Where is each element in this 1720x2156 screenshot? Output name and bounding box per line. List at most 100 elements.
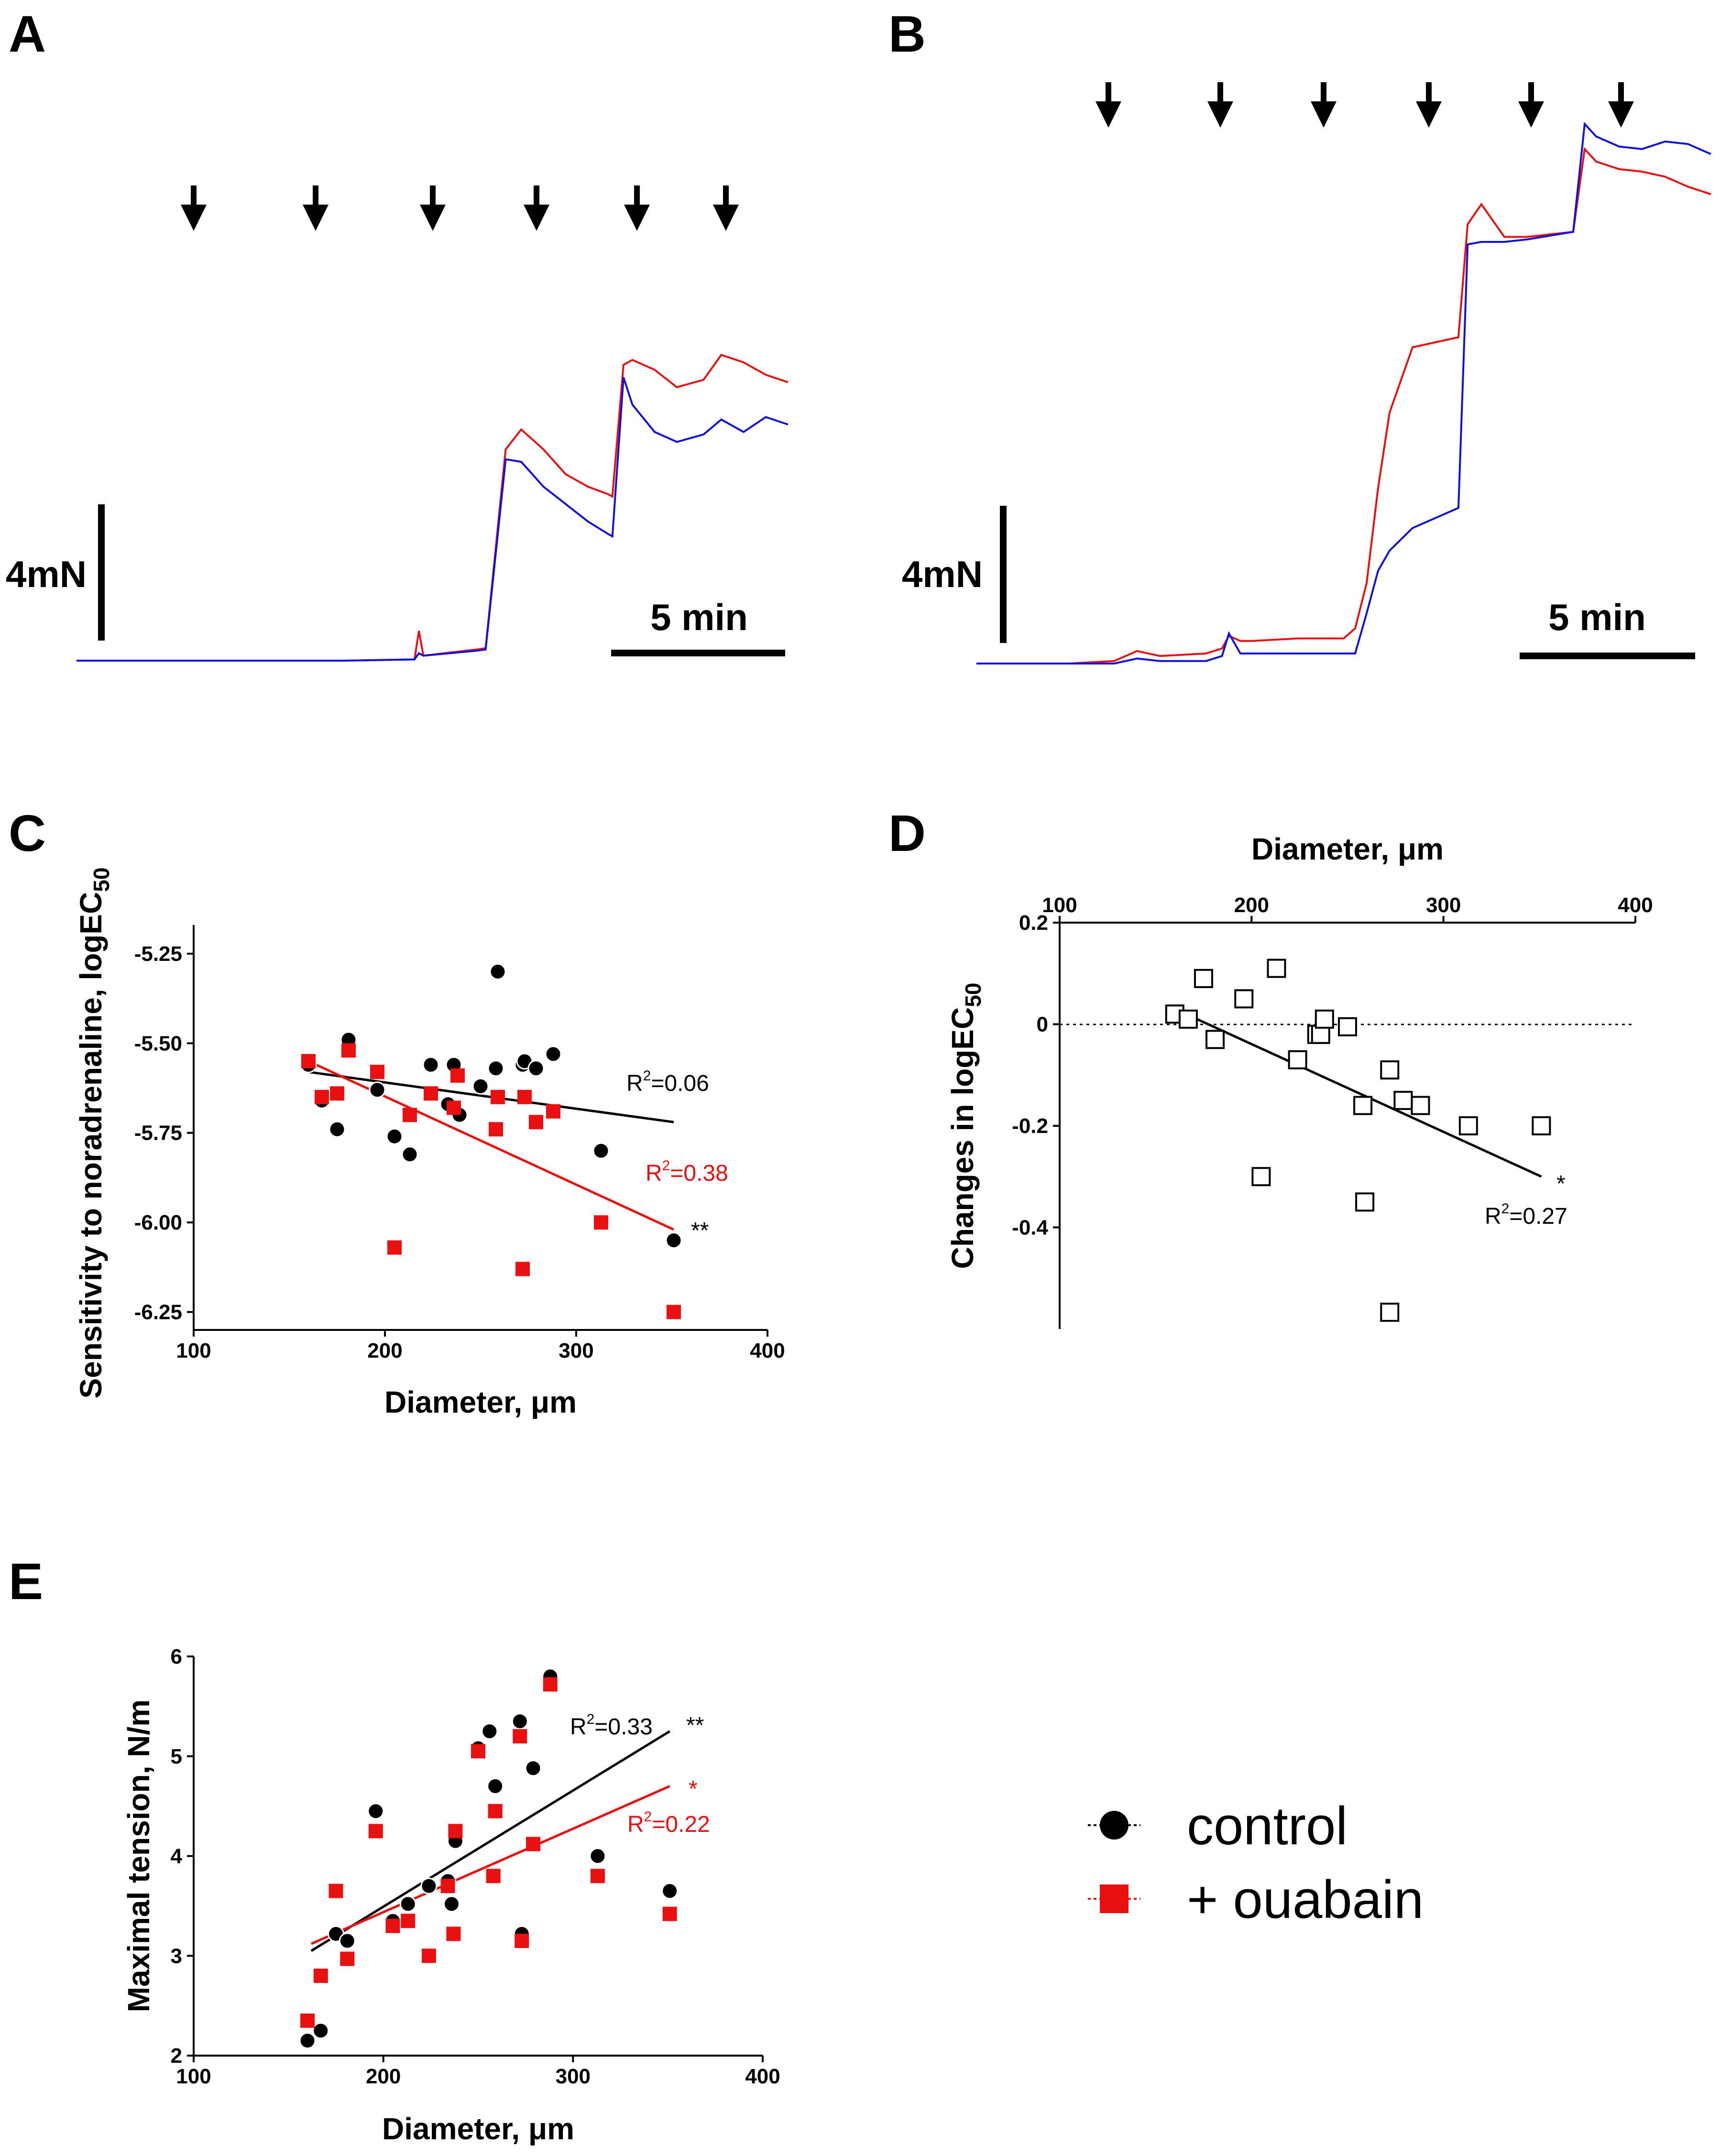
data-point-difference bbox=[1411, 1096, 1430, 1115]
data-point-difference bbox=[1353, 1096, 1373, 1115]
r2-e-control-sup: 2 bbox=[587, 1711, 595, 1727]
data-point-control bbox=[589, 1848, 606, 1864]
ticks-d: 100 200 300 400 0.2 0 -0.2 -0.4 bbox=[1012, 893, 1653, 1240]
r2-e-ouabain-r: R bbox=[627, 1812, 644, 1837]
arrow-down-icon bbox=[181, 205, 207, 231]
points-c bbox=[300, 963, 682, 1319]
data-point-control bbox=[312, 2022, 329, 2039]
data-point-ouabain bbox=[340, 1951, 355, 1966]
r2-d-value: =0.27 bbox=[1509, 1204, 1567, 1229]
x-tick-label: 300 bbox=[556, 2065, 591, 2088]
r2-c-ouabain-value: =0.38 bbox=[670, 1161, 728, 1186]
data-point-control bbox=[369, 1081, 386, 1099]
x-axis-title-c: Diameter, μm bbox=[384, 1385, 577, 1419]
data-point-control bbox=[525, 1760, 542, 1777]
y-tick-label: -5.75 bbox=[134, 1122, 182, 1145]
data-point-ouabain bbox=[313, 1969, 328, 1983]
data-point-control bbox=[665, 1232, 682, 1249]
y-scale-label-b: 4mN bbox=[902, 553, 983, 595]
scatter-panel-d: 100 200 300 400 0.2 0 -0.2 -0.4 Diameter, μm Ch… bbox=[945, 832, 1653, 1329]
data-point-control bbox=[511, 1713, 528, 1730]
data-point-ouabain bbox=[300, 2013, 315, 2028]
x-tick-label: 400 bbox=[750, 1339, 785, 1362]
arrow-down-icon bbox=[1311, 101, 1337, 128]
y-tick-label: 6 bbox=[171, 1645, 182, 1668]
significance-e-ouabain: * bbox=[689, 1776, 698, 1802]
significance-e-control: ** bbox=[686, 1713, 704, 1738]
data-point-control bbox=[367, 1803, 384, 1820]
data-point-ouabain bbox=[667, 1305, 681, 1319]
r2-label-d: R2=0.27 bbox=[1485, 1201, 1567, 1229]
y-tick-label: 3 bbox=[171, 1944, 182, 1968]
data-point-ouabain bbox=[385, 1918, 400, 1933]
x-scale-label-b: 5 min bbox=[1548, 596, 1646, 638]
x-tick-label: 400 bbox=[745, 2065, 780, 2088]
data-point-difference bbox=[1288, 1050, 1307, 1069]
data-point-difference bbox=[1234, 989, 1254, 1009]
points-e bbox=[299, 1668, 679, 2049]
arrow-down-icon bbox=[1518, 101, 1544, 128]
data-point-ouabain bbox=[440, 1879, 455, 1894]
trace-panel-b: 4mN 5 min bbox=[902, 82, 1711, 664]
x-axis-title-e: Diameter, μm bbox=[382, 2112, 574, 2146]
panel-letter-a: A bbox=[9, 5, 46, 63]
arrow-down-icon bbox=[1416, 101, 1442, 128]
arrow-markers-a bbox=[181, 185, 739, 231]
x-axis-title-d: Diameter, μm bbox=[1251, 832, 1444, 866]
x-tick-label: 400 bbox=[1618, 893, 1653, 917]
r2-e-control-value: =0.33 bbox=[594, 1714, 652, 1740]
data-point-ouabain bbox=[515, 1933, 529, 1948]
x-tick-label: 200 bbox=[367, 1339, 402, 1362]
x-tick-label: 200 bbox=[1234, 893, 1269, 917]
r2-c-control-sup: 2 bbox=[643, 1068, 651, 1084]
regression-line-d-difference bbox=[1174, 1008, 1542, 1178]
regression-line-e-ouabain bbox=[310, 1785, 670, 1945]
data-point-ouabain bbox=[370, 1065, 384, 1079]
data-point-difference bbox=[1532, 1116, 1551, 1135]
arrow-down-icon bbox=[524, 205, 549, 231]
data-point-control bbox=[399, 1895, 416, 1913]
x-tick-label: 100 bbox=[176, 1339, 211, 1362]
x-tick-label: 300 bbox=[559, 1339, 593, 1362]
significance-c: ** bbox=[691, 1218, 709, 1243]
fit-lines-e bbox=[310, 1730, 670, 1952]
data-point-control bbox=[592, 1142, 610, 1159]
legend: control + ouabain bbox=[1088, 1796, 1424, 1929]
ticks-c: 100 200 300 400 -5.25 -5.50 -5.75 -6.00 -6.25 bbox=[134, 942, 785, 1362]
data-point-ouabain bbox=[546, 1104, 560, 1119]
data-point-ouabain bbox=[447, 1100, 461, 1115]
y-axis-title-d: Changes in logEC50 bbox=[945, 983, 986, 1269]
regression-line-e-control bbox=[310, 1730, 670, 1952]
blue-trace-b bbox=[976, 121, 1711, 664]
y-tick-label: 0.2 bbox=[1019, 911, 1048, 935]
r2-label-c-control: R2=0.06 bbox=[626, 1068, 709, 1096]
data-point-ouabain bbox=[471, 1744, 485, 1759]
arrow-markers-b bbox=[1096, 82, 1634, 128]
data-point-control bbox=[527, 1060, 545, 1077]
r2-d-r: R bbox=[1485, 1204, 1501, 1229]
data-point-ouabain bbox=[341, 1043, 356, 1058]
data-point-control bbox=[443, 1895, 460, 1913]
arrow-down-icon bbox=[1096, 101, 1121, 128]
data-point-control bbox=[420, 1877, 438, 1895]
data-point-control bbox=[661, 1883, 679, 1900]
data-point-difference bbox=[1194, 969, 1213, 988]
y-axis-title-e: Maximal tension, N/m bbox=[121, 1699, 156, 2012]
legend-label-control: control bbox=[1187, 1796, 1348, 1856]
legend-marker-control bbox=[1100, 1811, 1128, 1840]
arrow-down-icon bbox=[1608, 101, 1634, 128]
data-point-ouabain bbox=[403, 1108, 417, 1122]
x-tick-label: 300 bbox=[1426, 893, 1461, 917]
data-point-ouabain bbox=[543, 1677, 558, 1692]
data-point-ouabain bbox=[488, 1804, 503, 1818]
data-point-ouabain bbox=[329, 1884, 343, 1898]
r2-e-ouabain-sup: 2 bbox=[644, 1809, 652, 1825]
panel-letter-e: E bbox=[9, 1552, 43, 1610]
r2-label-e-control: R2=0.33 bbox=[570, 1711, 653, 1740]
data-point-control bbox=[329, 1121, 346, 1138]
y-tick-label: 0 bbox=[1037, 1013, 1048, 1036]
y-axis-title-d-main: Changes in logEC bbox=[945, 1007, 980, 1269]
data-point-control bbox=[487, 1777, 504, 1795]
data-point-ouabain bbox=[421, 1949, 436, 1963]
